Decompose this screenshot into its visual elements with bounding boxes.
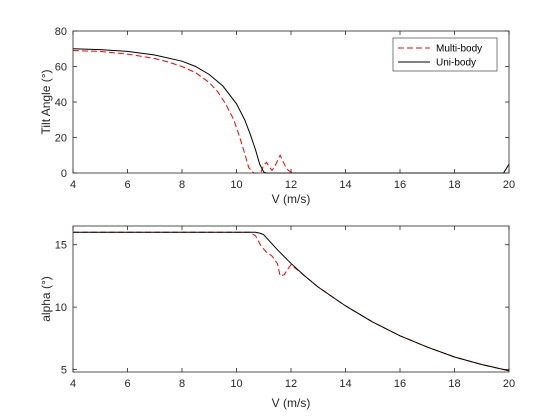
tilt-angle-xtick-label: 14 bbox=[339, 179, 351, 191]
tilt-angle-xtick-label: 18 bbox=[448, 179, 460, 191]
alpha-ytick-label: 5 bbox=[61, 365, 67, 377]
alpha-ylabel: alpha (°) bbox=[39, 276, 53, 322]
tilt-angle-xtick-label: 6 bbox=[124, 179, 130, 191]
alpha-xtick-label: 16 bbox=[394, 378, 406, 390]
alpha-xtick-label: 8 bbox=[179, 378, 185, 390]
alpha-xtick-label: 12 bbox=[285, 378, 297, 390]
alpha-ytick-label: 15 bbox=[55, 240, 67, 252]
tilt-angle-xtick-label: 4 bbox=[70, 179, 76, 191]
tilt-angle-axes-box bbox=[72, 30, 510, 174]
alpha-series-multi-body bbox=[73, 231, 510, 372]
legend: Multi-body Uni-body bbox=[392, 37, 498, 72]
alpha-xlabel: V (m/s) bbox=[272, 396, 311, 410]
tilt-angle-ylabel: Tilt Angle (°) bbox=[39, 69, 53, 134]
alpha-series bbox=[73, 231, 510, 372]
alpha-xtick-label: 14 bbox=[339, 378, 351, 390]
alpha-ticks: 4 6 8 10 12 14 16 18 20 5 10 15 bbox=[55, 226, 515, 390]
alpha-series-uni-body bbox=[73, 231, 510, 372]
alpha-xtick-label: 4 bbox=[70, 378, 76, 390]
tilt-angle-ytick-label: 80 bbox=[55, 26, 67, 38]
legend-box bbox=[392, 37, 498, 72]
alpha-xtick-label: 20 bbox=[503, 378, 515, 390]
tilt-angle-ytick-label: 0 bbox=[61, 168, 67, 180]
tilt-angle-xtick-label: 16 bbox=[394, 179, 406, 191]
legend-label-uni-body: Uni-body bbox=[436, 58, 476, 69]
alpha-axes-box bbox=[72, 225, 510, 373]
alpha-xtick-label: 6 bbox=[124, 378, 130, 390]
alpha-xtick-label: 18 bbox=[448, 378, 460, 390]
legend-label-multi-body: Multi-body bbox=[436, 44, 482, 55]
tilt-angle-xtick-label: 12 bbox=[285, 179, 297, 191]
alpha-xtick-label: 10 bbox=[230, 378, 242, 390]
tilt-angle-ytick-label: 60 bbox=[55, 62, 67, 74]
tilt-angle-chart: 4 6 8 10 12 14 16 18 20 0 20 40 60 80 V (m/s) Tilt An… bbox=[39, 26, 515, 206]
tilt-angle-ytick-label: 40 bbox=[55, 97, 67, 109]
alpha-chart: 4 6 8 10 12 14 16 18 20 5 10 15 V (m/s) alpha (°) bbox=[39, 225, 515, 410]
tilt-angle-ticks: 4 6 8 10 12 14 16 18 20 0 20 40 60 80 bbox=[55, 26, 515, 191]
tilt-angle-xtick-label: 10 bbox=[230, 179, 242, 191]
tilt-angle-ytick-label: 20 bbox=[55, 133, 67, 145]
alpha-plot-area bbox=[73, 226, 509, 372]
tilt-angle-xlabel: V (m/s) bbox=[272, 192, 311, 206]
alpha-ytick-label: 10 bbox=[55, 302, 67, 314]
tilt-angle-xtick-label: 20 bbox=[503, 179, 515, 191]
tilt-angle-xtick-label: 8 bbox=[179, 179, 185, 191]
